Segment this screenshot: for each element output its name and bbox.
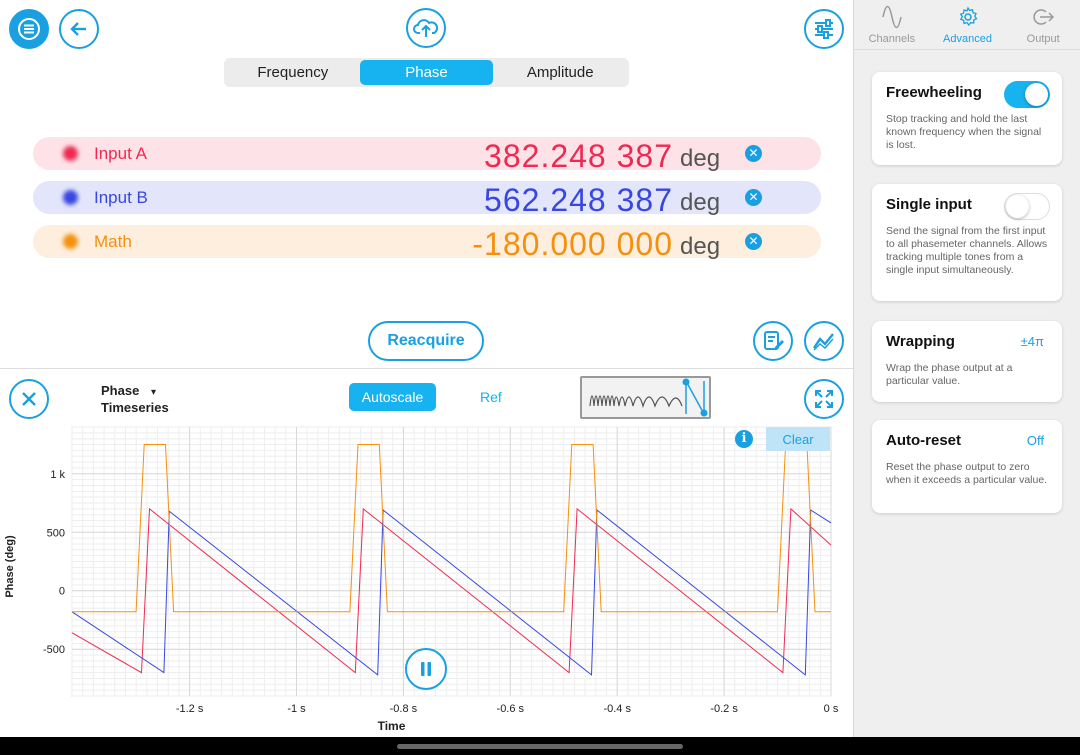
pause-icon [421,662,431,676]
plot-mode-label: Timeseries [101,400,169,415]
log-button[interactable] [753,321,793,361]
menu-button[interactable] [9,9,49,49]
channel-name: Math [94,232,132,251]
sidebar-tabs: Channels Advanced Output [854,0,1080,50]
panel-divider [0,368,853,369]
card-description: Send the signal from the first input to … [886,225,1048,276]
channel-unit: deg [680,233,721,260]
fullscreen-button[interactable] [804,379,844,419]
sine-wave-icon [882,5,902,29]
single-input-card: Single input Send the signal from the fi… [872,184,1062,301]
math-color-dot [63,234,78,249]
settings-sliders-button[interactable] [804,9,844,49]
card-title: Auto-reset [886,432,962,449]
card-title: Single input [886,196,972,213]
tab-channels[interactable]: Channels [854,0,930,49]
series-line-1 [71,508,832,676]
cloud-upload-button[interactable] [406,8,446,48]
channel-row-input-b: Input B 562.248 387 deg ✕ [33,181,821,218]
clear-button[interactable]: Clear [766,427,830,451]
card-title: Wrapping [886,333,955,350]
tab-output[interactable]: Output [1005,0,1080,49]
sliders-icon [815,19,833,39]
plot-type-label: Phase [101,383,140,398]
autoscale-button[interactable]: Autoscale [349,383,436,411]
wrapping-value[interactable]: ±4π [1020,334,1044,349]
y-axis-label: Phase (deg) [4,535,16,598]
gear-icon [959,6,977,27]
x-tick-label: -0.2 s [710,703,738,715]
channel-value: 562.248 387 [484,182,673,218]
pause-button[interactable] [405,648,447,690]
freewheeling-toggle[interactable] [1004,81,1050,108]
channel-row-input-a: Input A 382.248 387 deg ✕ [33,137,821,174]
close-icon[interactable]: ✕ [745,233,762,250]
wrapping-card[interactable]: Wrapping ±4π Wrap the phase output at a … [872,321,1062,402]
info-icon[interactable]: i [735,430,753,448]
expand-icon [815,390,833,408]
main-panel: Frequency Phase Amplitude Input A 382.24… [0,8,853,737]
channel-unit: deg [680,145,721,172]
output-icon [1033,9,1055,25]
card-title: Freewheeling [886,84,982,101]
y-tick-label: 1 k [50,469,65,481]
y-tick-label: -500 [43,644,65,656]
close-icon [22,392,36,406]
y-tick-label: 0 [59,586,65,598]
channel-row-math: Math -180.000 000 deg ✕ [33,225,821,262]
card-description: Reset the phase output to zero when it e… [886,461,1048,486]
home-indicator[interactable] [397,744,683,749]
plot-toggle-button[interactable] [804,321,844,361]
reacquire-button[interactable]: Reacquire [368,321,484,361]
channel-name: Input A [94,144,147,163]
line-chart-icon [813,333,834,351]
cloud-upload-icon [413,19,439,37]
auto-reset-value[interactable]: Off [1026,433,1044,448]
tab-label: Channels [868,33,916,45]
tab-advanced[interactable]: Advanced [930,0,1006,49]
channel-name: Input B [94,188,148,207]
close-plot-button[interactable] [9,379,49,419]
tab-frequency[interactable]: Frequency [257,64,329,81]
phase-timeseries-chart[interactable]: -1.2 s -1 s -0.8 s -0.6 s -0.4 s -0.2 s 0 s 1 k… [0,420,853,737]
close-icon[interactable]: ✕ [745,145,762,162]
x-tick-label: -0.6 s [497,703,525,715]
tab-phase[interactable]: Phase [359,60,494,85]
auto-reset-card[interactable]: Auto-reset Off Reset the phase output to… [872,420,1062,513]
minimap-waveform [589,378,708,417]
tab-amplitude[interactable]: Amplitude [526,64,594,81]
tab-label: Output [1026,33,1060,45]
channel-unit: deg [680,189,721,216]
arrow-left-icon [70,22,86,36]
hamburger-icon [18,18,40,40]
x-tick-label: 0 s [824,703,839,715]
ref-button[interactable]: Ref [480,389,502,405]
input-b-color-dot [63,190,78,205]
input-a-color-dot [63,146,78,161]
close-icon[interactable]: ✕ [745,189,762,206]
plot-type-selector[interactable]: Phase ▾ Timeseries [101,383,169,415]
x-tick-label: -0.4 s [603,703,631,715]
card-description: Wrap the phase output at a particular va… [886,362,1013,387]
x-tick-label: -1 s [287,703,306,715]
x-axis-label: Time [378,719,406,733]
timeline-minimap[interactable] [580,376,711,419]
notepad-edit-icon [764,331,784,350]
channel-value: 382.248 387 [484,138,673,174]
y-tick-label: 500 [47,527,65,539]
back-button[interactable] [59,9,99,49]
tab-label: Advanced [943,33,992,45]
chevron-down-icon: ▾ [150,387,156,398]
x-tick-label: -0.8 s [390,703,418,715]
single-input-toggle[interactable] [1004,193,1050,220]
measurement-tabs: Frequency Phase Amplitude [224,58,629,87]
settings-sidebar: Channels Advanced Output Freewheeling [853,0,1080,737]
channel-value: -180.000 000 [472,226,673,262]
x-tick-label: -1.2 s [176,703,204,715]
series-line-0 [71,507,832,674]
freewheeling-card: Freewheeling Stop tracking and hold the … [872,72,1062,165]
card-description: Stop tracking and hold the last known fr… [886,113,1042,151]
